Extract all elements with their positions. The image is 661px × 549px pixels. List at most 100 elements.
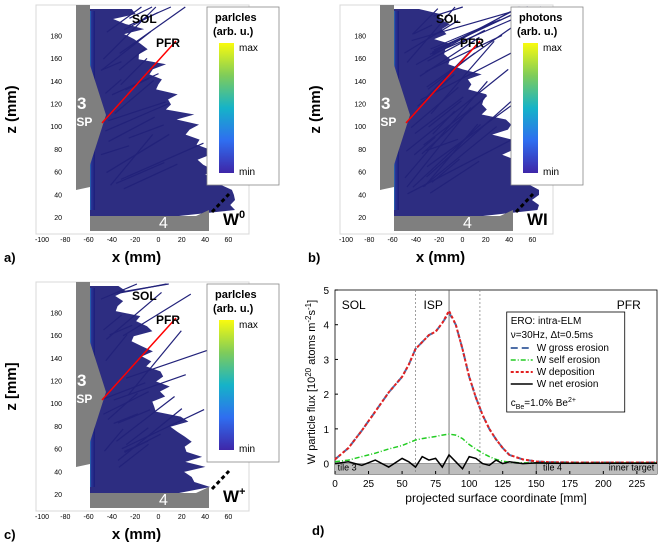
legend-entry-3: W deposition bbox=[537, 367, 595, 378]
x-tick-label: 25 bbox=[363, 479, 375, 490]
x-axis-title: x (mm) bbox=[416, 249, 465, 266]
pfr-label: PFR bbox=[617, 298, 641, 312]
y-tick-label: 60 bbox=[358, 170, 366, 177]
emission-streak bbox=[422, 126, 498, 188]
emission-streak bbox=[128, 124, 164, 139]
y-axis-title: z [mm] bbox=[3, 362, 20, 410]
colorbar-gradient bbox=[523, 43, 538, 173]
isp-number: 3 bbox=[381, 94, 390, 113]
legend-footer: cBe=1.0% Be2+ bbox=[511, 397, 576, 411]
emission-streak bbox=[113, 374, 186, 401]
sol-label: SOL bbox=[132, 12, 157, 26]
legend-footer-sup: 2+ bbox=[568, 397, 576, 404]
y-tick-label: 100 bbox=[50, 401, 62, 408]
emission-streak bbox=[110, 134, 154, 186]
legend-entry-4: W net erosion bbox=[537, 379, 599, 390]
x-tick-label: 60 bbox=[225, 237, 233, 244]
legend-footer-rest: =1.0% Be bbox=[524, 398, 568, 409]
x-tick-label: 0 bbox=[332, 479, 338, 490]
species-superscript: 0 bbox=[239, 209, 245, 221]
colorbar-title-line1: parlcles bbox=[215, 289, 257, 301]
particle-distribution bbox=[90, 286, 211, 493]
y-tick-label: 80 bbox=[54, 147, 62, 154]
y-axis-title-part: ] bbox=[306, 300, 318, 303]
y-axis-title-sup: -2 bbox=[304, 315, 313, 323]
legend-title-1: ERO: intra-ELM bbox=[511, 316, 582, 327]
x-tick-label: -80 bbox=[60, 237, 70, 244]
emission-streak bbox=[120, 57, 148, 86]
colorbar-title-line2: (arb. u.) bbox=[213, 303, 254, 315]
x-tick-label: -20 bbox=[130, 514, 140, 521]
isp-label: ISP bbox=[73, 392, 92, 406]
x-tick-label: 20 bbox=[178, 237, 186, 244]
colorbar-max-label: max bbox=[543, 43, 562, 54]
y-tick-label: 3 bbox=[323, 355, 329, 366]
y-axis-title-part: s bbox=[306, 310, 318, 316]
y-tick-label: 160 bbox=[50, 56, 62, 63]
emission-streak bbox=[108, 116, 155, 142]
emission-streak bbox=[407, 134, 521, 195]
emission-streak bbox=[100, 31, 152, 71]
emission-streak bbox=[405, 68, 509, 152]
emission-streak bbox=[413, 24, 433, 35]
emission-streak bbox=[404, 80, 488, 179]
colorbar-min-label: min bbox=[239, 167, 255, 178]
pfr-label: PFR bbox=[460, 36, 484, 50]
emission-streak bbox=[129, 6, 153, 19]
x-tick-label: 60 bbox=[529, 237, 537, 244]
y-tick-label: 140 bbox=[354, 79, 366, 86]
series-line-4 bbox=[334, 453, 657, 471]
panel-label: a) bbox=[4, 250, 16, 265]
series-line-3 bbox=[334, 308, 657, 464]
colorbar-title-line2: (arb. u.) bbox=[517, 26, 558, 38]
emission-streak bbox=[125, 427, 149, 446]
isp-number: 3 bbox=[77, 371, 86, 390]
x-tick-label: 225 bbox=[629, 479, 646, 490]
emission-streak bbox=[432, 110, 456, 135]
species-label: W+ bbox=[223, 486, 245, 506]
emission-streak bbox=[105, 334, 128, 362]
colorbar-min-label: min bbox=[239, 444, 255, 455]
x-tick-label: 50 bbox=[397, 479, 409, 490]
tile-3-label: tile 3 bbox=[338, 463, 357, 473]
emission-streak bbox=[106, 6, 142, 33]
emission-streak bbox=[119, 6, 186, 54]
emission-streak bbox=[108, 101, 166, 122]
legend-entry-1: W gross erosion bbox=[537, 343, 609, 354]
emission-streak bbox=[121, 283, 169, 293]
y-tick-label: 80 bbox=[54, 424, 62, 431]
y-tick-label: 100 bbox=[50, 124, 62, 131]
emission-streak bbox=[105, 79, 122, 94]
y-tick-label: 140 bbox=[50, 356, 62, 363]
x-tick-label: -20 bbox=[434, 237, 444, 244]
emission-streak bbox=[118, 48, 145, 71]
emission-streak bbox=[122, 293, 192, 337]
x-tick-label: 100 bbox=[461, 479, 478, 490]
species-label: WI bbox=[527, 210, 548, 229]
tile-3-shape bbox=[76, 282, 106, 467]
sol-label: SOL bbox=[436, 12, 461, 26]
colorbar-gradient bbox=[219, 320, 234, 450]
emission-streak bbox=[426, 138, 459, 152]
x-tick-label: 0 bbox=[461, 237, 465, 244]
y-tick-label: 120 bbox=[50, 379, 62, 386]
emission-streak bbox=[113, 413, 139, 424]
emission-streak bbox=[414, 96, 464, 135]
species-superscript: + bbox=[239, 486, 245, 498]
emission-streak bbox=[103, 428, 124, 452]
emission-streak bbox=[111, 73, 159, 96]
emission-streak bbox=[428, 100, 462, 128]
x-axis-title: projected surface coordinate [mm] bbox=[405, 491, 586, 505]
x-tick-label: 175 bbox=[561, 479, 578, 490]
emission-streak bbox=[429, 160, 480, 194]
isp-label: ISP bbox=[424, 298, 443, 312]
tile-4-label: tile 4 bbox=[543, 463, 562, 473]
pfr-label: PFR bbox=[156, 36, 180, 50]
legend-footer-sub: Be bbox=[516, 404, 525, 411]
x-tick-label: 200 bbox=[595, 479, 612, 490]
x-tick-label: 40 bbox=[201, 514, 209, 521]
x-tick-label: -40 bbox=[411, 237, 421, 244]
legend-box bbox=[506, 311, 626, 413]
x-tick-label: 60 bbox=[225, 514, 233, 521]
